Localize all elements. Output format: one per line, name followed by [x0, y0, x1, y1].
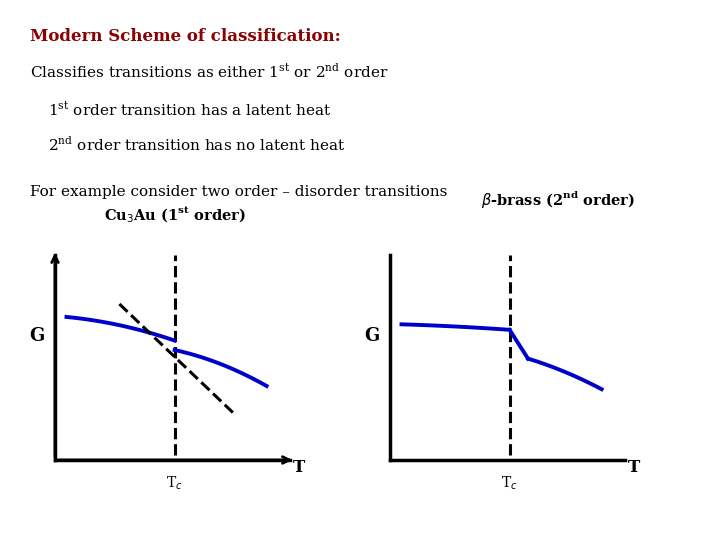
Text: For example consider two order – disorder transitions: For example consider two order – disorde…	[30, 185, 447, 199]
Text: $\beta$-brass (2$^{\mathregular{nd}}$ order): $\beta$-brass (2$^{\mathregular{nd}}$ or…	[481, 189, 635, 210]
Text: T$_c$: T$_c$	[166, 475, 183, 492]
Text: Classifies transitions as either 1$^{\mathregular{st}}$ or 2$^{\mathregular{nd}}: Classifies transitions as either 1$^{\ma…	[30, 62, 389, 80]
Text: Modern Scheme of classification:: Modern Scheme of classification:	[30, 28, 341, 45]
Text: T$_c$: T$_c$	[501, 475, 518, 492]
Text: T: T	[628, 460, 640, 476]
Text: G: G	[364, 327, 379, 345]
Text: Cu$_3$Au (1$^{\mathregular{st}}$ order): Cu$_3$Au (1$^{\mathregular{st}}$ order)	[104, 205, 246, 225]
Text: 1$^{\mathregular{st}}$ order transition has a latent heat: 1$^{\mathregular{st}}$ order transition …	[48, 100, 332, 119]
Text: T: T	[293, 460, 305, 476]
Text: 2$^{\mathregular{nd}}$ order transition has no latent heat: 2$^{\mathregular{nd}}$ order transition …	[48, 135, 346, 153]
Text: G: G	[30, 327, 45, 345]
